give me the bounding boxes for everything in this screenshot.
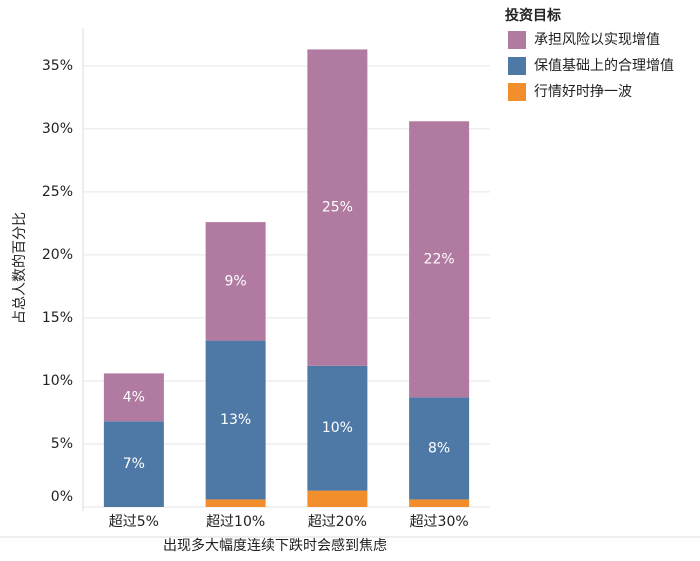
x-axis-label: 出现多大幅度连续下跌时会感到焦虑 <box>163 537 387 554</box>
legend-title: 投资目标 <box>505 7 561 24</box>
value-label: 13% <box>220 412 251 428</box>
x-tick-label: 超过20% <box>308 514 367 530</box>
bar-segment <box>205 499 266 507</box>
legend-label: 承担风险以实现增值 <box>534 32 660 48</box>
x-tick-label: 超过10% <box>206 514 265 530</box>
bar-segment <box>409 121 470 398</box>
value-label: 8% <box>428 440 450 456</box>
y-tick-label: 15% <box>42 310 73 326</box>
legend-label: 行情好时挣一波 <box>534 84 632 100</box>
x-tick-label: 超过5% <box>109 514 159 530</box>
y-tick-label: 20% <box>42 247 73 263</box>
y-tick-label: 25% <box>42 184 73 200</box>
value-label: 10% <box>322 420 353 436</box>
y-tick-label: 10% <box>42 373 73 389</box>
legend-label: 保值基础上的合理增值 <box>534 57 674 74</box>
bar-segment <box>307 49 368 366</box>
legend-swatch <box>508 83 526 101</box>
bar-segment <box>307 490 368 507</box>
value-label: 22% <box>424 251 455 267</box>
value-label: 25% <box>322 200 353 216</box>
value-label: 7% <box>123 456 145 472</box>
value-label: 4% <box>123 389 145 405</box>
bar-segment <box>103 421 164 507</box>
bar-segment <box>307 365 368 491</box>
bar-segment <box>409 499 470 507</box>
y-tick-label: 0% <box>51 489 73 505</box>
bar-segment <box>103 373 164 422</box>
y-tick-label: 30% <box>42 121 73 137</box>
x-tick-label: 超过30% <box>410 514 469 530</box>
y-tick-label: 35% <box>42 58 73 74</box>
bar-segment <box>205 340 266 500</box>
bar-segment <box>205 222 266 341</box>
y-axis-label: 占总人数的百分比 <box>12 212 28 324</box>
value-label: 9% <box>225 273 247 289</box>
legend-swatch <box>508 31 526 49</box>
legend-swatch <box>508 57 526 75</box>
bar-segment <box>409 397 470 500</box>
y-tick-label: 5% <box>51 436 73 452</box>
